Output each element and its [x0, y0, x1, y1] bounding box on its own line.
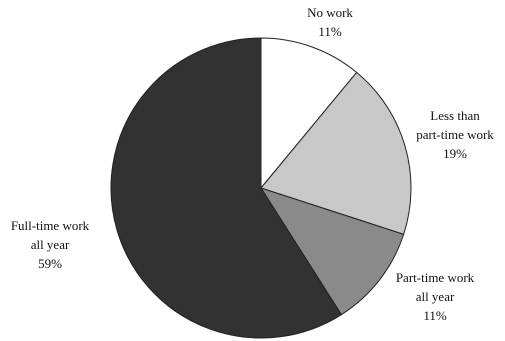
pie-slice-label-line: all year: [31, 237, 70, 252]
pie-slice-label-line: Part-time work: [396, 270, 475, 285]
pie-slice-label-line: 11%: [423, 308, 447, 323]
pie-slice-1: [260, 37, 358, 190]
pie-slice-label-line: No work: [307, 5, 353, 20]
pie-slice-label-line: all year: [416, 289, 455, 304]
pie-slice-label-3: Part-time work all year 11%: [396, 270, 475, 323]
pie-slice-label-1: No work 11%: [307, 5, 353, 39]
pie-slice-3: [259, 187, 405, 316]
pie-slice-label-2: Less than part-time work 19%: [416, 108, 494, 161]
pie-slices: [110, 37, 412, 339]
pie-slice-label-line: 19%: [443, 146, 467, 161]
pie-slice-4: [110, 37, 343, 339]
pie-slice-label-line: Less than: [430, 108, 480, 123]
pie-slice-label-line: Full-time work: [11, 218, 90, 233]
pie-slice-label-line: 11%: [318, 24, 342, 39]
pie-slice-label-line: part-time work: [416, 127, 494, 142]
pie-labels: No work 11% Less than part-time work 19% Part…: [11, 5, 494, 323]
pie-slice-2: [260, 71, 412, 235]
pie-slice-label-line: 59%: [38, 256, 62, 271]
pie-slice-label-4: Full-time work all year 59%: [11, 218, 90, 271]
